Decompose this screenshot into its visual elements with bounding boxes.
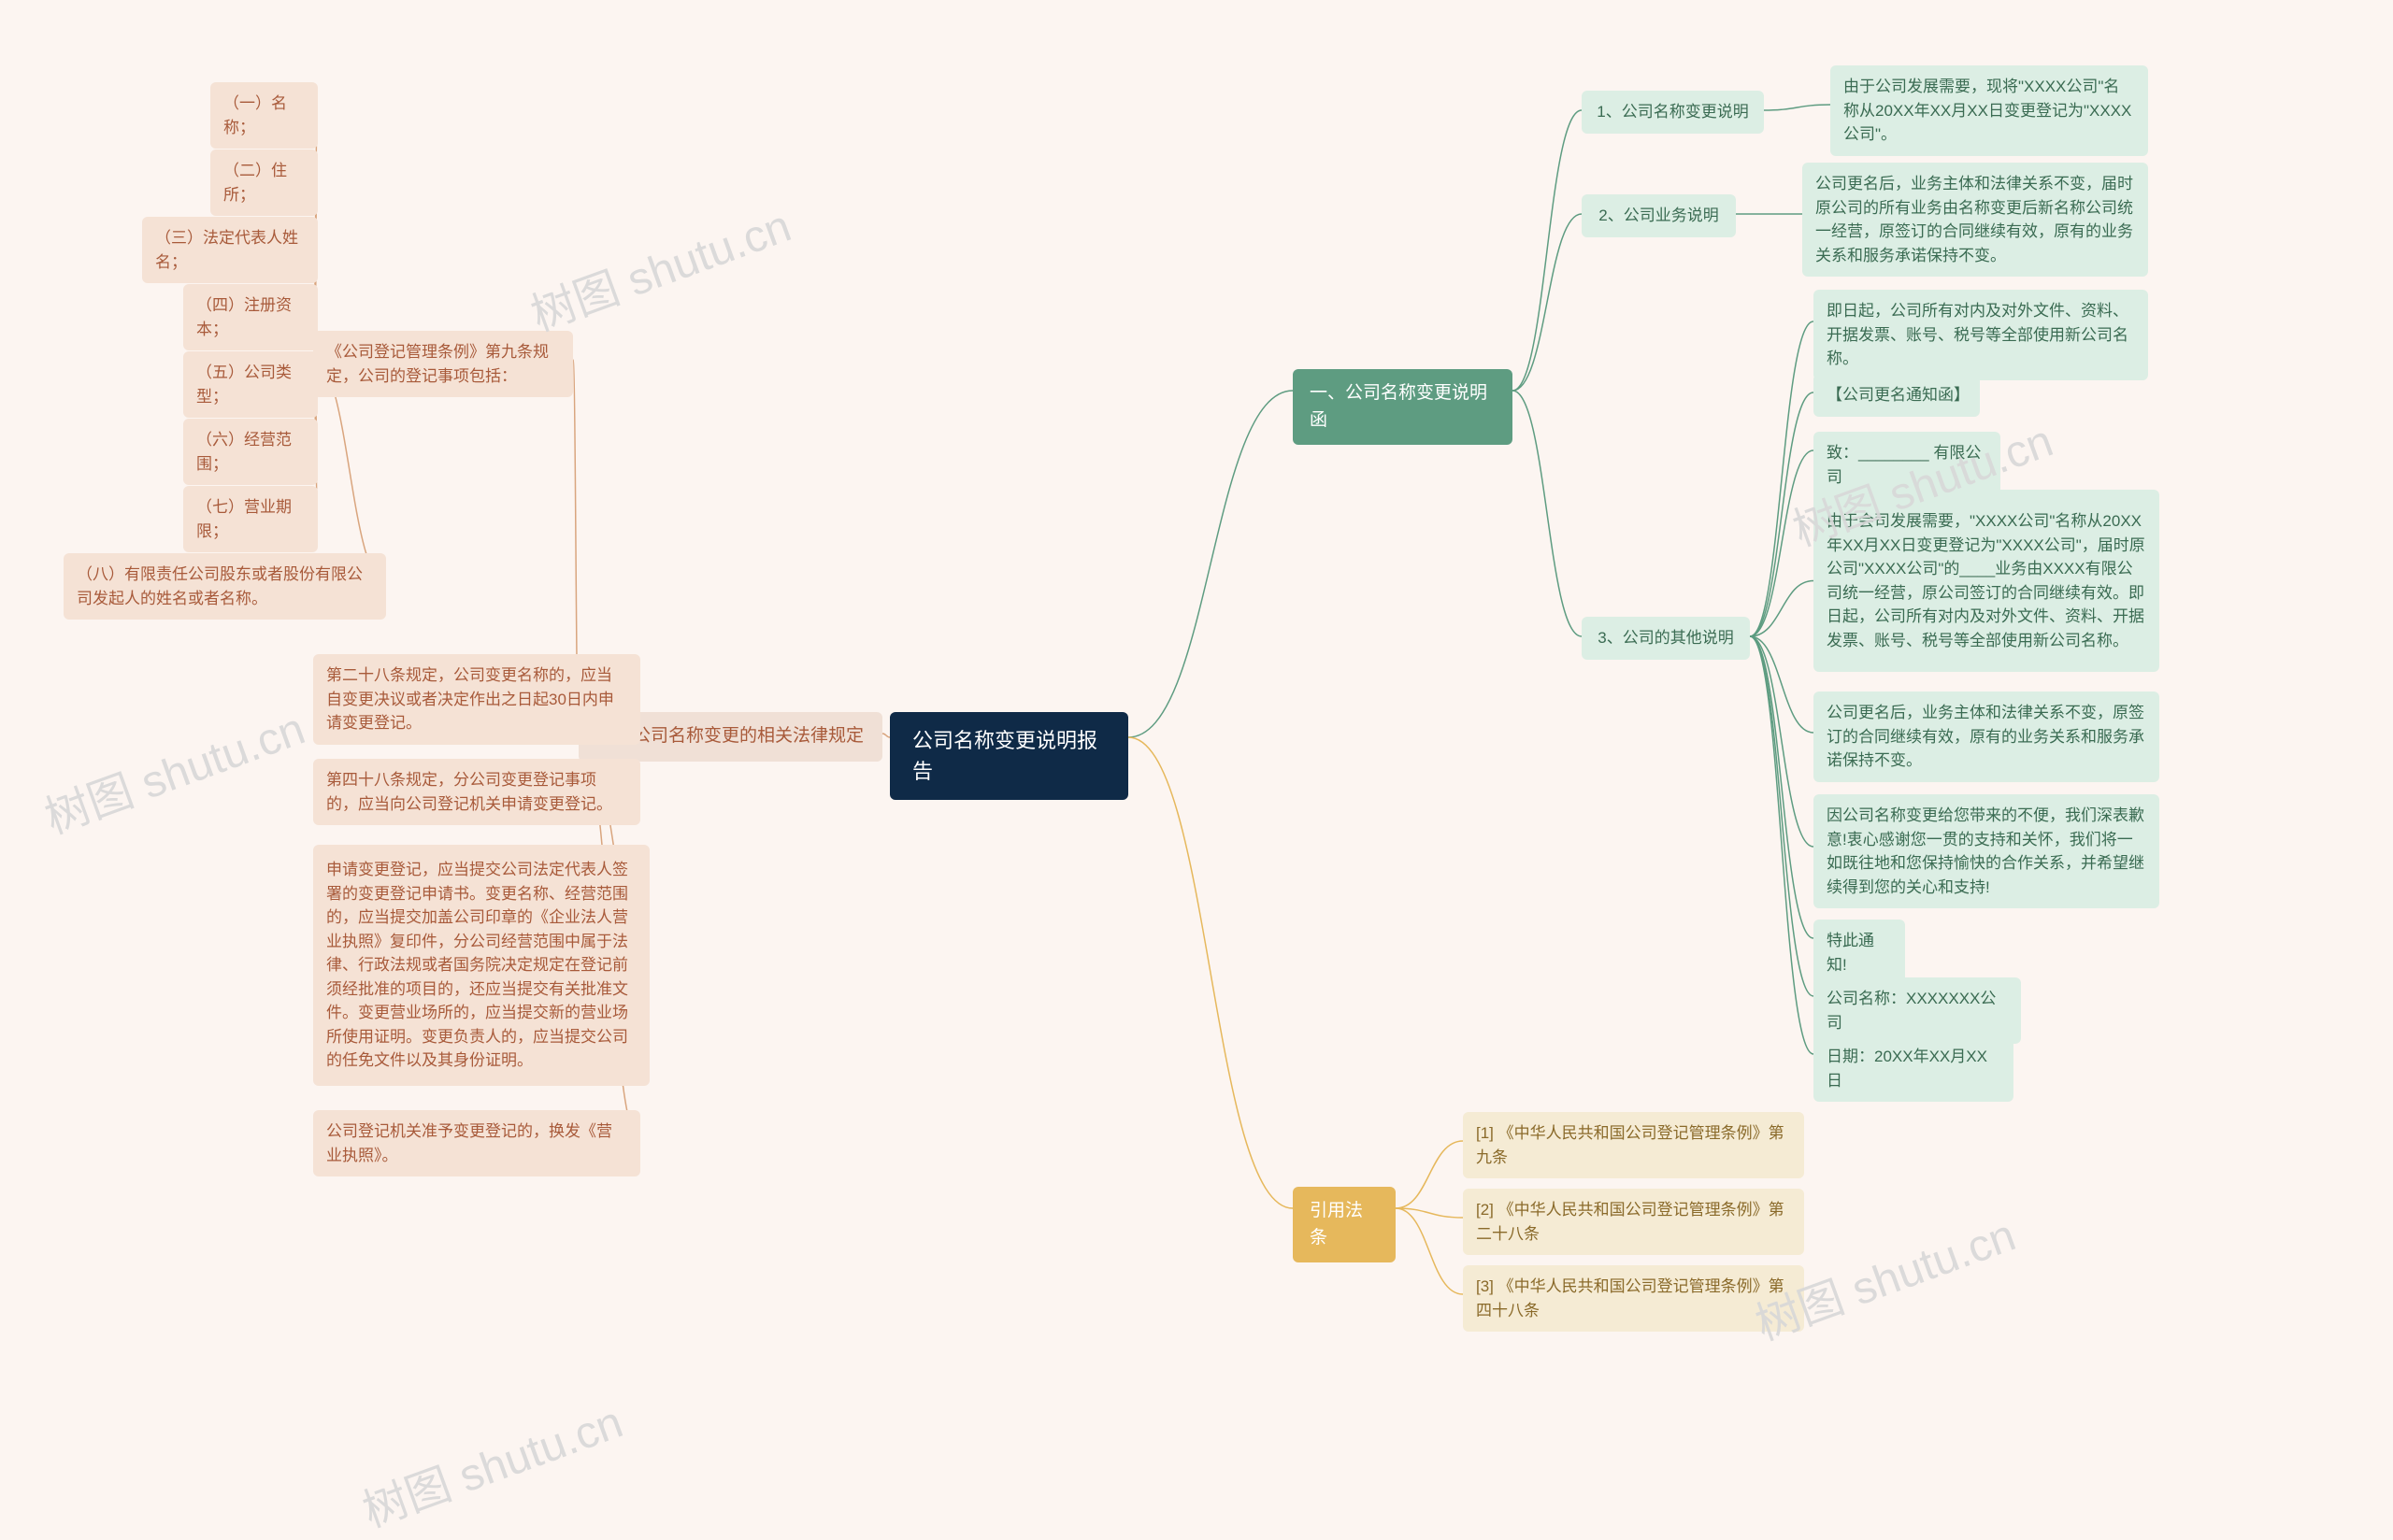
node-s3-1: 第二十八条规定，公司变更名称的，应当自变更决议或者决定作出之日起30日内申请变更… xyxy=(313,654,640,745)
node-s1-1-0: 公司更名后，业务主体和法律关系不变，届时原公司的所有业务由名称变更后新名称公司统… xyxy=(1802,163,2148,277)
node-s3-0-4-label: （五）公司类型； xyxy=(196,361,305,408)
node-s3-0-6: （七）营业期限； xyxy=(183,486,318,552)
node-s2-1: [2] 《中华人民共和国公司登记管理条例》第二十八条 xyxy=(1463,1189,1804,1255)
node-s1-0-0-label: 由于公司发展需要，现将"XXXX公司"名称从20XX年XX月XX日变更登记为"X… xyxy=(1843,75,2135,147)
node-s2-2-label: [3] 《中华人民共和国公司登记管理条例》第四十八条 xyxy=(1476,1275,1791,1322)
node-s2-0: [1] 《中华人民共和国公司登记管理条例》第九条 xyxy=(1463,1112,1804,1178)
root-node: 公司名称变更说明报告 xyxy=(890,712,1128,800)
node-s3-4-label: 公司登记机关准予变更登记的，换发《营业执照》。 xyxy=(326,1119,627,1167)
node-s1-0: 1、公司名称变更说明 xyxy=(1582,91,1764,134)
node-s1-2-6-label: 特此通知! xyxy=(1827,929,1892,977)
watermark-0: 树图 shutu.cn xyxy=(521,189,798,343)
node-s3-0-1-label: （二）住所； xyxy=(223,159,305,207)
node-s1-1-0-label: 公司更名后，业务主体和法律关系不变，届时原公司的所有业务由名称变更后新名称公司统… xyxy=(1815,172,2135,267)
node-s1-2-5: 因公司名称变更给您带来的不便，我们深表歉意!衷心感谢您一贯的支持和关怀，我们将一… xyxy=(1813,794,2159,908)
node-s1-0-label: 1、公司名称变更说明 xyxy=(1597,100,1748,124)
node-s3-0-6-label: （七）营业期限； xyxy=(196,495,305,543)
node-s1-2-2: 致：________ 有限公司 xyxy=(1813,432,2000,498)
section-s2: 引用法条 xyxy=(1293,1187,1396,1262)
node-s1-2-2-label: 致：________ 有限公司 xyxy=(1827,441,1987,489)
node-s1-2-4-label: 公司更名后，业务主体和法律关系不变，原签订的合同继续有效，原有的业务关系和服务承… xyxy=(1827,701,2146,773)
root-node-label: 公司名称变更说明报告 xyxy=(912,725,1106,787)
node-s1-2-label: 3、公司的其他说明 xyxy=(1598,626,1733,650)
node-s3-0-2: （三）法定代表人姓名； xyxy=(142,217,318,283)
node-s1-1-label: 2、公司业务说明 xyxy=(1598,204,1718,228)
section-s1: 一、公司名称变更说明函 xyxy=(1293,369,1512,445)
node-s1-2-3: 由于会司发展需要，"XXXX公司"名称从20XX年XX月XX日变更登记为"XXX… xyxy=(1813,490,2159,672)
node-s3-0-3: （四）注册资本； xyxy=(183,284,318,350)
node-s3-4: 公司登记机关准予变更登记的，换发《营业执照》。 xyxy=(313,1110,640,1176)
node-s1-2-4: 公司更名后，业务主体和法律关系不变，原签订的合同继续有效，原有的业务关系和服务承… xyxy=(1813,692,2159,782)
node-s3-0-1: （二）住所； xyxy=(210,150,318,216)
node-s3-0-2-label: （三）法定代表人姓名； xyxy=(155,226,305,274)
section-s2-label: 引用法条 xyxy=(1310,1198,1379,1251)
node-s3-0-label: 《公司登记管理条例》第九条规定，公司的登记事项包括： xyxy=(326,340,560,388)
node-s3-0-3-label: （四）注册资本； xyxy=(196,293,305,341)
section-s1-label: 一、公司名称变更说明函 xyxy=(1310,380,1496,434)
node-s3-3: 申请变更登记，应当提交公司法定代表人签署的变更登记申请书。变更名称、经营范围的，… xyxy=(313,845,650,1086)
watermark-4: 树图 shutu.cn xyxy=(352,1385,630,1539)
watermark-2: 树图 shutu.cn xyxy=(35,692,312,846)
node-s2-0-label: [1] 《中华人民共和国公司登记管理条例》第九条 xyxy=(1476,1121,1791,1169)
node-s2-1-label: [2] 《中华人民共和国公司登记管理条例》第二十八条 xyxy=(1476,1198,1791,1246)
node-s3-0-5: （六）经营范围； xyxy=(183,419,318,485)
node-s1-1: 2、公司业务说明 xyxy=(1582,194,1736,237)
node-s3-0: 《公司登记管理条例》第九条规定，公司的登记事项包括： xyxy=(313,331,573,397)
node-s3-1-label: 第二十八条规定，公司变更名称的，应当自变更决议或者决定作出之日起30日内申请变更… xyxy=(326,663,627,735)
node-s2-2: [3] 《中华人民共和国公司登记管理条例》第四十八条 xyxy=(1463,1265,1804,1332)
node-s3-3-label: 申请变更登记，应当提交公司法定代表人签署的变更登记申请书。变更名称、经营范围的，… xyxy=(326,858,637,1073)
node-s1-2-3-label: 由于会司发展需要，"XXXX公司"名称从20XX年XX月XX日变更登记为"XXX… xyxy=(1827,509,2146,652)
node-s1-2-8-label: 日期：20XX年XX月XX日 xyxy=(1827,1045,2000,1092)
node-s1-2-0: 即日起，公司所有对内及对外文件、资料、开据发票、账号、税号等全部使用新公司名称。 xyxy=(1813,290,2148,380)
node-s1-2-5-label: 因公司名称变更给您带来的不便，我们深表歉意!衷心感谢您一贯的支持和关怀，我们将一… xyxy=(1827,804,2146,899)
node-s3-0-7-label: （八）有限责任公司股东或者股份有限公司发起人的姓名或者名称。 xyxy=(77,563,373,610)
node-s1-2-8: 日期：20XX年XX月XX日 xyxy=(1813,1035,2013,1102)
node-s1-2: 3、公司的其他说明 xyxy=(1582,617,1750,660)
node-s1-2-1-label: 【公司更名通知函】 xyxy=(1827,383,1967,407)
node-s1-2-7-label: 公司名称：XXXXXXX公司 xyxy=(1827,987,2008,1034)
node-s1-2-0-label: 即日起，公司所有对内及对外文件、资料、开据发票、账号、税号等全部使用新公司名称。 xyxy=(1827,299,2135,371)
node-s3-2: 第四十八条规定，分公司变更登记事项的，应当向公司登记机关申请变更登记。 xyxy=(313,759,640,825)
node-s1-2-6: 特此通知! xyxy=(1813,920,1905,986)
node-s3-0-0-label: （一）名称； xyxy=(223,92,305,139)
node-s3-0-0: （一）名称； xyxy=(210,82,318,149)
node-s1-0-0: 由于公司发展需要，现将"XXXX公司"名称从20XX年XX月XX日变更登记为"X… xyxy=(1830,65,2148,156)
node-s3-0-4: （五）公司类型； xyxy=(183,351,318,418)
node-s1-2-1: 【公司更名通知函】 xyxy=(1813,374,1980,417)
node-s3-2-label: 第四十八条规定，分公司变更登记事项的，应当向公司登记机关申请变更登记。 xyxy=(326,768,627,816)
node-s1-2-7: 公司名称：XXXXXXX公司 xyxy=(1813,977,2021,1044)
node-s3-0-5-label: （六）经营范围； xyxy=(196,428,305,476)
node-s3-0-7: （八）有限责任公司股东或者股份有限公司发起人的姓名或者名称。 xyxy=(64,553,386,620)
